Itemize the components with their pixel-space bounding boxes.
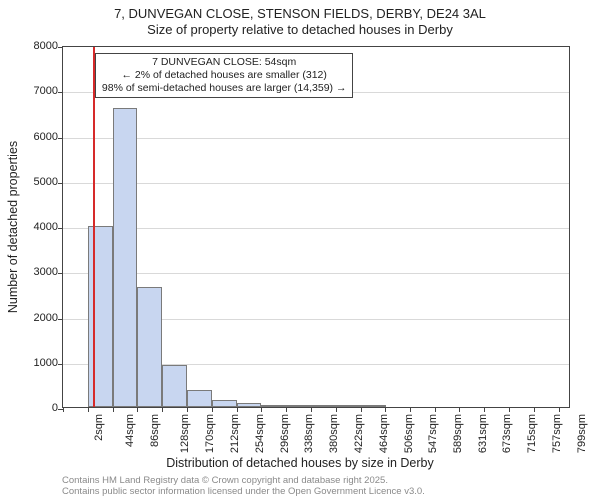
y-tick-label: 2000 xyxy=(2,312,58,324)
histogram-bar xyxy=(336,405,361,407)
x-tick-label: 338sqm xyxy=(304,414,316,453)
y-tick-label: 4000 xyxy=(2,221,58,233)
x-tick-label: 547sqm xyxy=(427,414,439,453)
y-tick-mark xyxy=(58,273,63,274)
x-tick-label: 44sqm xyxy=(124,414,136,447)
x-tick-mark xyxy=(286,407,287,412)
x-tick-label: 2sqm xyxy=(93,414,105,441)
x-tick-mark xyxy=(212,407,213,412)
x-tick-mark xyxy=(410,407,411,412)
y-tick-label: 3000 xyxy=(2,266,58,278)
histogram-bar xyxy=(88,226,113,407)
x-tick-mark xyxy=(361,407,362,412)
x-tick-mark xyxy=(237,407,238,412)
annotation-line: 7 DUNVEGAN CLOSE: 54sqm xyxy=(102,56,347,69)
x-tick-mark xyxy=(113,407,114,412)
x-tick-mark xyxy=(459,407,460,412)
y-tick-label: 8000 xyxy=(2,40,58,52)
histogram-bar xyxy=(212,400,237,407)
x-tick-label: 589sqm xyxy=(452,414,464,453)
x-tick-mark xyxy=(137,407,138,412)
x-tick-label: 86sqm xyxy=(149,414,161,447)
y-tick-mark xyxy=(58,364,63,365)
x-tick-mark xyxy=(261,407,262,412)
histogram-bar xyxy=(137,287,162,407)
chart-title-block: 7, DUNVEGAN CLOSE, STENSON FIELDS, DERBY… xyxy=(0,0,600,39)
x-tick-mark xyxy=(187,407,188,412)
x-tick-mark xyxy=(63,407,64,412)
x-tick-label: 631sqm xyxy=(477,414,489,453)
x-tick-label: 170sqm xyxy=(204,414,216,453)
gridline xyxy=(63,228,569,229)
y-tick-mark xyxy=(58,319,63,320)
x-tick-label: 422sqm xyxy=(353,414,365,453)
gridline xyxy=(63,183,569,184)
x-tick-mark xyxy=(559,407,560,412)
x-tick-mark xyxy=(509,407,510,412)
x-tick-mark xyxy=(385,407,386,412)
x-tick-label: 464sqm xyxy=(378,414,390,453)
x-tick-mark xyxy=(484,407,485,412)
gridline xyxy=(63,138,569,139)
y-tick-mark xyxy=(58,92,63,93)
x-tick-label: 757sqm xyxy=(551,414,563,453)
x-tick-label: 212sqm xyxy=(229,414,241,453)
property-marker-line xyxy=(93,47,95,407)
x-tick-label: 254sqm xyxy=(254,414,266,453)
x-tick-label: 296sqm xyxy=(279,414,291,453)
annotation-box: 7 DUNVEGAN CLOSE: 54sqm← 2% of detached … xyxy=(95,53,354,98)
x-tick-label: 380sqm xyxy=(328,414,340,453)
histogram-bar xyxy=(261,405,286,407)
attribution-line-2: Contains public sector information licen… xyxy=(62,487,425,498)
histogram-bar xyxy=(237,403,262,407)
y-tick-mark xyxy=(58,138,63,139)
y-tick-label: 1000 xyxy=(2,357,58,369)
y-tick-mark xyxy=(58,47,63,48)
x-tick-mark xyxy=(88,407,89,412)
plot-area: 7 DUNVEGAN CLOSE: 54sqm← 2% of detached … xyxy=(62,46,570,408)
x-tick-mark xyxy=(534,407,535,412)
x-tick-label: 506sqm xyxy=(403,414,415,453)
title-line-1: 7, DUNVEGAN CLOSE, STENSON FIELDS, DERBY… xyxy=(0,6,600,22)
histogram-bar xyxy=(162,365,187,407)
attribution-text: Contains HM Land Registry data © Crown c… xyxy=(62,476,425,498)
y-tick-mark xyxy=(58,228,63,229)
y-tick-label: 6000 xyxy=(2,131,58,143)
x-tick-label: 128sqm xyxy=(180,414,192,453)
x-tick-label: 715sqm xyxy=(526,414,538,453)
y-tick-label: 0 xyxy=(2,402,58,414)
x-tick-mark xyxy=(435,407,436,412)
y-tick-label: 5000 xyxy=(2,176,58,188)
gridline xyxy=(63,273,569,274)
annotation-line: 98% of semi-detached houses are larger (… xyxy=(102,82,347,95)
histogram-bar xyxy=(311,405,336,407)
x-tick-label: 799sqm xyxy=(576,414,588,453)
title-line-2: Size of property relative to detached ho… xyxy=(0,22,600,38)
x-tick-mark xyxy=(336,407,337,412)
histogram-bar xyxy=(187,390,212,407)
y-tick-mark xyxy=(58,183,63,184)
y-tick-label: 7000 xyxy=(2,85,58,97)
x-tick-label: 673sqm xyxy=(501,414,513,453)
x-tick-mark xyxy=(162,407,163,412)
annotation-line: ← 2% of detached houses are smaller (312… xyxy=(102,69,347,82)
x-axis-label: Distribution of detached houses by size … xyxy=(0,456,600,470)
histogram-bar xyxy=(113,108,138,407)
histogram-bar xyxy=(286,405,311,407)
histogram-bar xyxy=(361,405,386,407)
x-tick-mark xyxy=(311,407,312,412)
